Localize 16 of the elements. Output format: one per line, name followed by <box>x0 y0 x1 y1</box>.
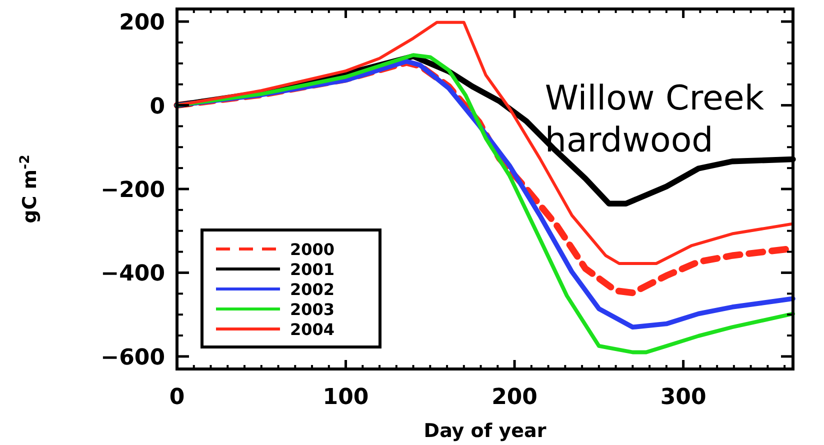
x-tick-label: 300 <box>660 385 706 410</box>
y-tick-label: 200 <box>119 10 165 36</box>
legend-label: 2002 <box>290 280 335 299</box>
y-tick-label: 0 <box>150 94 165 120</box>
x-tick-label: 100 <box>322 385 369 410</box>
x-axis-title: Day of year <box>424 420 547 442</box>
y-tick-label: −200 <box>100 178 165 203</box>
legend-label: 2001 <box>290 260 335 279</box>
legend-label: 2003 <box>290 300 335 319</box>
y-tick-label: −400 <box>100 262 165 287</box>
legend-label: 2000 <box>290 240 335 259</box>
x-tick-label: 200 <box>492 385 538 410</box>
annotation: Willow Creek hardwood <box>544 78 764 160</box>
y-tick-label: −600 <box>100 345 165 370</box>
x-tick-label: 0 <box>169 385 185 410</box>
legend-label: 2004 <box>290 320 335 339</box>
